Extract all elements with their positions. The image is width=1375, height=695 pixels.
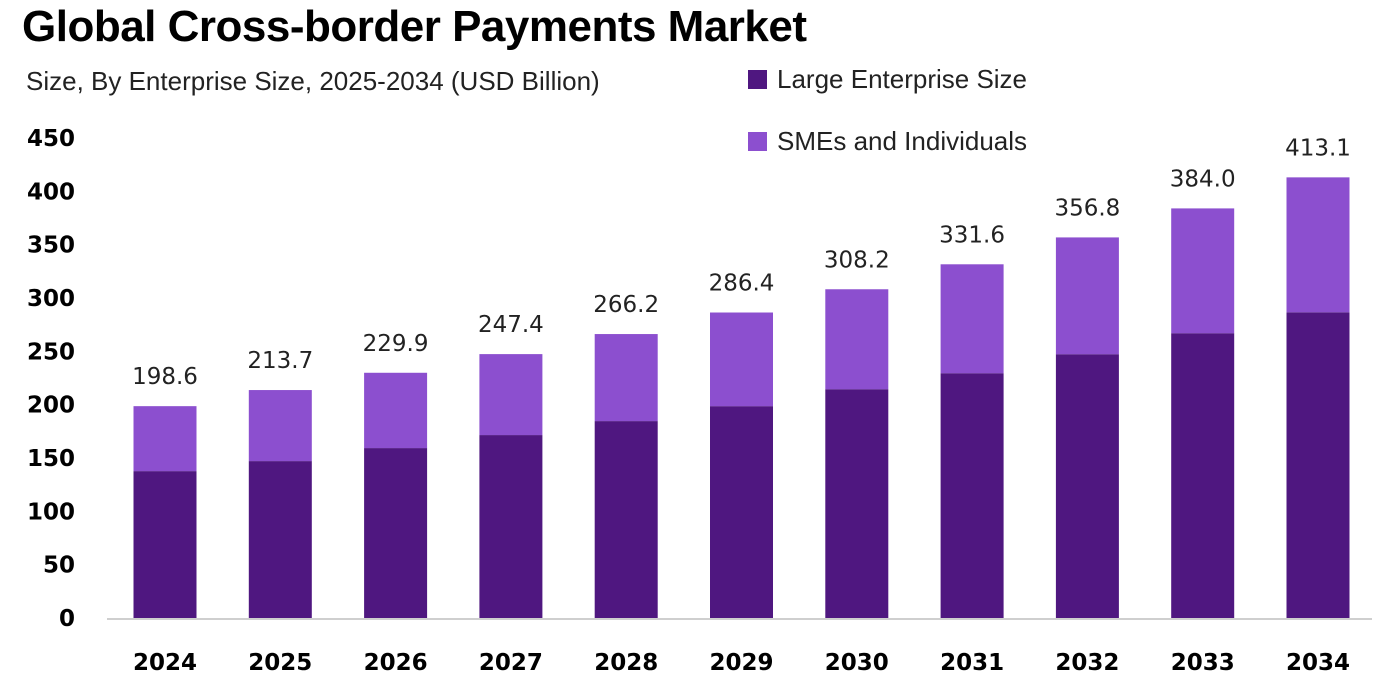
bar-segment-smes-2025 [248, 390, 312, 462]
x-tick-label-2034: 2034 [1286, 650, 1350, 676]
chart-title: Global Cross-border Payments Market [22, 2, 807, 51]
bar-segment-smes-2031 [940, 264, 1004, 374]
x-tick-label-2033: 2033 [1171, 650, 1235, 676]
bar-segment-large-enterprise-2032 [1055, 354, 1119, 618]
x-tick-label-2027: 2027 [479, 650, 543, 676]
bar-segment-large-enterprise-2025 [248, 461, 312, 618]
bar-segment-smes-2029 [710, 312, 773, 407]
legend-label-smes: SMEs and Individuals [777, 126, 1028, 156]
bar-segment-smes-2027 [479, 354, 543, 436]
data-label-total-2025: 213.7 [247, 348, 313, 374]
bar-segment-smes-2030 [825, 289, 889, 390]
x-tick-label-2028: 2028 [594, 650, 658, 676]
bar-segment-smes-2034 [1286, 177, 1350, 313]
y-tick-label: 250 [27, 339, 75, 365]
x-tick-label-2024: 2024 [133, 650, 197, 676]
bar-segment-large-enterprise-2026 [364, 448, 428, 618]
legend-swatch-smes [748, 132, 767, 151]
legend-item-smes: SMEs and Individuals [748, 126, 1027, 157]
data-label-total-2028: 266.2 [593, 292, 659, 318]
bar-segment-large-enterprise-2030 [825, 389, 889, 618]
legend-item-large-enterprise: Large Enterprise Size [748, 64, 1027, 95]
legend-swatch-large-enterprise [748, 70, 767, 89]
bar-segment-smes-2032 [1055, 237, 1119, 355]
y-tick-label: 350 [27, 233, 75, 259]
x-tick-label-2032: 2032 [1055, 650, 1119, 676]
data-label-total-2026: 229.9 [363, 331, 429, 357]
data-label-total-2034: 413.1 [1285, 135, 1351, 161]
chart-subtitle: Size, By Enterprise Size, 2025-2034 (USD… [26, 66, 600, 96]
legend-label-large-enterprise: Large Enterprise Size [777, 64, 1028, 94]
data-label-total-2030: 308.2 [824, 247, 890, 273]
y-tick-label: 300 [27, 286, 75, 312]
y-tick-label: 150 [27, 446, 75, 472]
bar-segment-smes-2028 [594, 334, 658, 422]
y-tick-label: 0 [59, 606, 75, 632]
bar-segment-large-enterprise-2027 [479, 435, 543, 618]
bar-segment-smes-2024 [133, 406, 197, 472]
bar-segment-smes-2026 [364, 372, 428, 449]
bar-segment-large-enterprise-2024 [133, 471, 197, 618]
bar-segment-large-enterprise-2029 [710, 406, 773, 618]
data-label-total-2029: 286.4 [709, 271, 775, 297]
x-tick-label-2030: 2030 [825, 650, 889, 676]
y-tick-label: 200 [27, 393, 75, 419]
bar-segment-large-enterprise-2034 [1286, 312, 1350, 618]
data-label-total-2031: 331.6 [939, 222, 1005, 248]
x-tick-label-2026: 2026 [364, 650, 428, 676]
bar-segment-large-enterprise-2028 [594, 421, 658, 618]
x-tick-label-2029: 2029 [709, 650, 773, 676]
bar-segment-large-enterprise-2033 [1171, 333, 1235, 618]
x-tick-label-2025: 2025 [248, 650, 312, 676]
data-label-total-2033: 384.0 [1170, 166, 1236, 192]
x-tick-label-2031: 2031 [940, 650, 1004, 676]
y-tick-label: 450 [27, 126, 75, 152]
data-label-total-2032: 356.8 [1054, 195, 1120, 221]
y-tick-label: 50 [43, 553, 75, 579]
y-tick-label: 100 [27, 499, 75, 525]
bar-segment-large-enterprise-2031 [940, 373, 1004, 618]
data-label-total-2024: 198.6 [132, 364, 198, 390]
y-tick-label: 400 [27, 179, 75, 205]
data-label-total-2027: 247.4 [478, 312, 544, 338]
bar-segment-smes-2033 [1171, 208, 1235, 334]
